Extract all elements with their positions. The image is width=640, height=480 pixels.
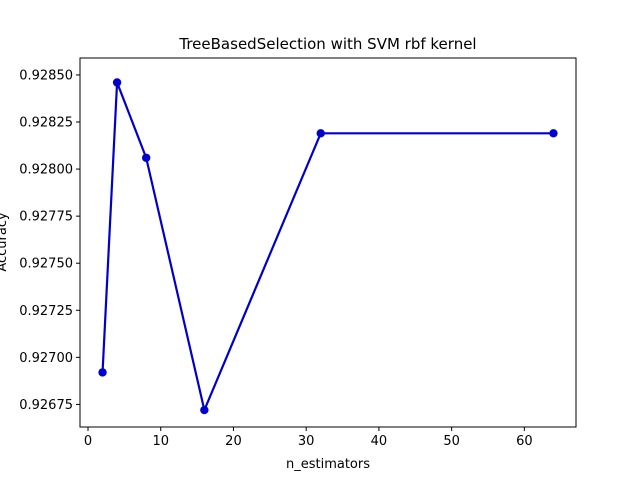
data-point	[112, 78, 122, 87]
y-tick-label: 0.92700	[19, 351, 73, 366]
data-point	[98, 368, 107, 377]
y-tick-label: 0.92850	[19, 68, 73, 83]
data-point	[141, 153, 151, 162]
y-tick-label: 0.92725	[19, 304, 73, 319]
ticks-layer: 0 10 20 30 40 50 60 0.92675 0.92700 0.92725 0.9275…	[19, 68, 532, 449]
data-point	[316, 129, 325, 138]
y-tick-label: 0.92775	[19, 210, 73, 225]
plot-frame	[79, 57, 577, 428]
x-axis-label: n_estimators	[286, 457, 370, 472]
series-line	[101, 82, 554, 414]
x-tick-label: 60	[516, 434, 533, 449]
x-tick-label: 0	[84, 434, 92, 449]
x-tick-label: 20	[225, 434, 242, 449]
y-tick-label: 0.92825	[19, 116, 73, 131]
series-layer	[98, 78, 558, 415]
x-tick-label: 10	[152, 434, 169, 449]
y-tick-label: 0.92675	[19, 398, 73, 413]
x-tick-label: 40	[371, 434, 388, 449]
data-point	[200, 405, 209, 415]
chart-title: TreeBasedSelection with SVM rbf kernel	[178, 35, 476, 53]
y-tick-label: 0.92750	[19, 257, 73, 272]
x-tick-label: 50	[443, 434, 460, 449]
x-tick-label: 30	[298, 434, 315, 449]
data-point	[549, 129, 558, 138]
y-tick-label: 0.92800	[19, 163, 73, 178]
y-axis-label: Accuracy	[0, 212, 10, 272]
